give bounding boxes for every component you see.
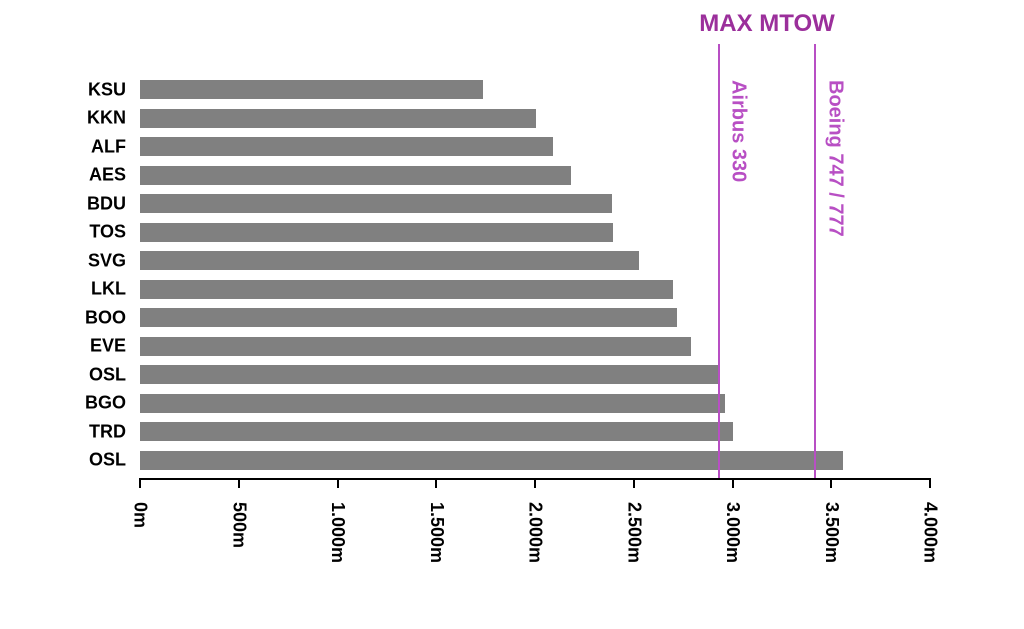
bar-label: TRD	[89, 421, 140, 442]
bar-label: EVE	[90, 336, 140, 357]
bar-row: TOS	[140, 223, 930, 242]
bar-row: OSL	[140, 451, 930, 470]
bar	[140, 451, 843, 470]
x-tick-label: 1.500m	[426, 502, 447, 563]
x-tick-label: 3.000m	[722, 502, 743, 563]
bar	[140, 280, 673, 299]
plot-area: KSU KKN ALF AES BDU TOS SVG LKL BOO EVE OSL BGO TRD O…	[140, 74, 930, 478]
x-tick-label: 500m	[228, 502, 249, 548]
bar-label: KKN	[87, 108, 140, 129]
x-tick	[139, 478, 141, 488]
runway-length-chart: MAX MTOW KSUKKNALFAESBDUTOSSVGLKLBOOEVEO…	[0, 0, 1024, 629]
x-tick-label: 0m	[130, 502, 151, 528]
bar-label: TOS	[89, 222, 140, 243]
bar	[140, 109, 536, 128]
reference-line-label: Boeing 747 / 777	[823, 80, 846, 237]
bar-row: LKL	[140, 280, 930, 299]
x-tick	[435, 478, 437, 488]
bar-row: TRD	[140, 422, 930, 441]
bar-label: OSL	[89, 450, 140, 471]
bar-label: ALF	[91, 136, 140, 157]
bar-row: BGO	[140, 394, 930, 413]
x-tick	[732, 478, 734, 488]
x-tick	[534, 478, 536, 488]
bar-row: KKN	[140, 109, 930, 128]
bar	[140, 308, 677, 327]
bar	[140, 337, 691, 356]
x-tick-label: 1.000m	[327, 502, 348, 563]
bar-label: KSU	[88, 79, 140, 100]
reference-line-label: Airbus 330	[727, 80, 750, 182]
x-tick	[337, 478, 339, 488]
x-tick-label: 3.500m	[821, 502, 842, 563]
bar-label: BDU	[87, 193, 140, 214]
bar-label: LKL	[91, 279, 140, 300]
bar-label: BGO	[85, 393, 140, 414]
bar-row: SVG	[140, 251, 930, 270]
x-tick	[238, 478, 240, 488]
x-tick-label: 2.000m	[525, 502, 546, 563]
bar-label: AES	[89, 165, 140, 186]
bar-row: OSL	[140, 365, 930, 384]
bar	[140, 137, 553, 156]
bar	[140, 194, 612, 213]
bar-label: SVG	[88, 250, 140, 271]
bar-row: KSU	[140, 80, 930, 99]
bar	[140, 80, 483, 99]
bar-label: OSL	[89, 364, 140, 385]
x-tick	[633, 478, 635, 488]
bar	[140, 365, 719, 384]
reference-line	[718, 44, 720, 478]
x-tick-label: 2.500m	[623, 502, 644, 563]
bar-label: BOO	[85, 307, 140, 328]
reference-line	[814, 44, 816, 478]
bar-row: EVE	[140, 337, 930, 356]
x-tick-label: 4.000m	[920, 502, 941, 563]
bar	[140, 394, 725, 413]
bar-row: ALF	[140, 137, 930, 156]
bar	[140, 166, 571, 185]
bar	[140, 422, 733, 441]
chart-header: MAX MTOW	[699, 10, 835, 38]
bar	[140, 223, 613, 242]
bar-row: AES	[140, 166, 930, 185]
x-tick	[929, 478, 931, 488]
x-tick	[830, 478, 832, 488]
bar-row: BOO	[140, 308, 930, 327]
bar-row: BDU	[140, 194, 930, 213]
bar	[140, 251, 639, 270]
